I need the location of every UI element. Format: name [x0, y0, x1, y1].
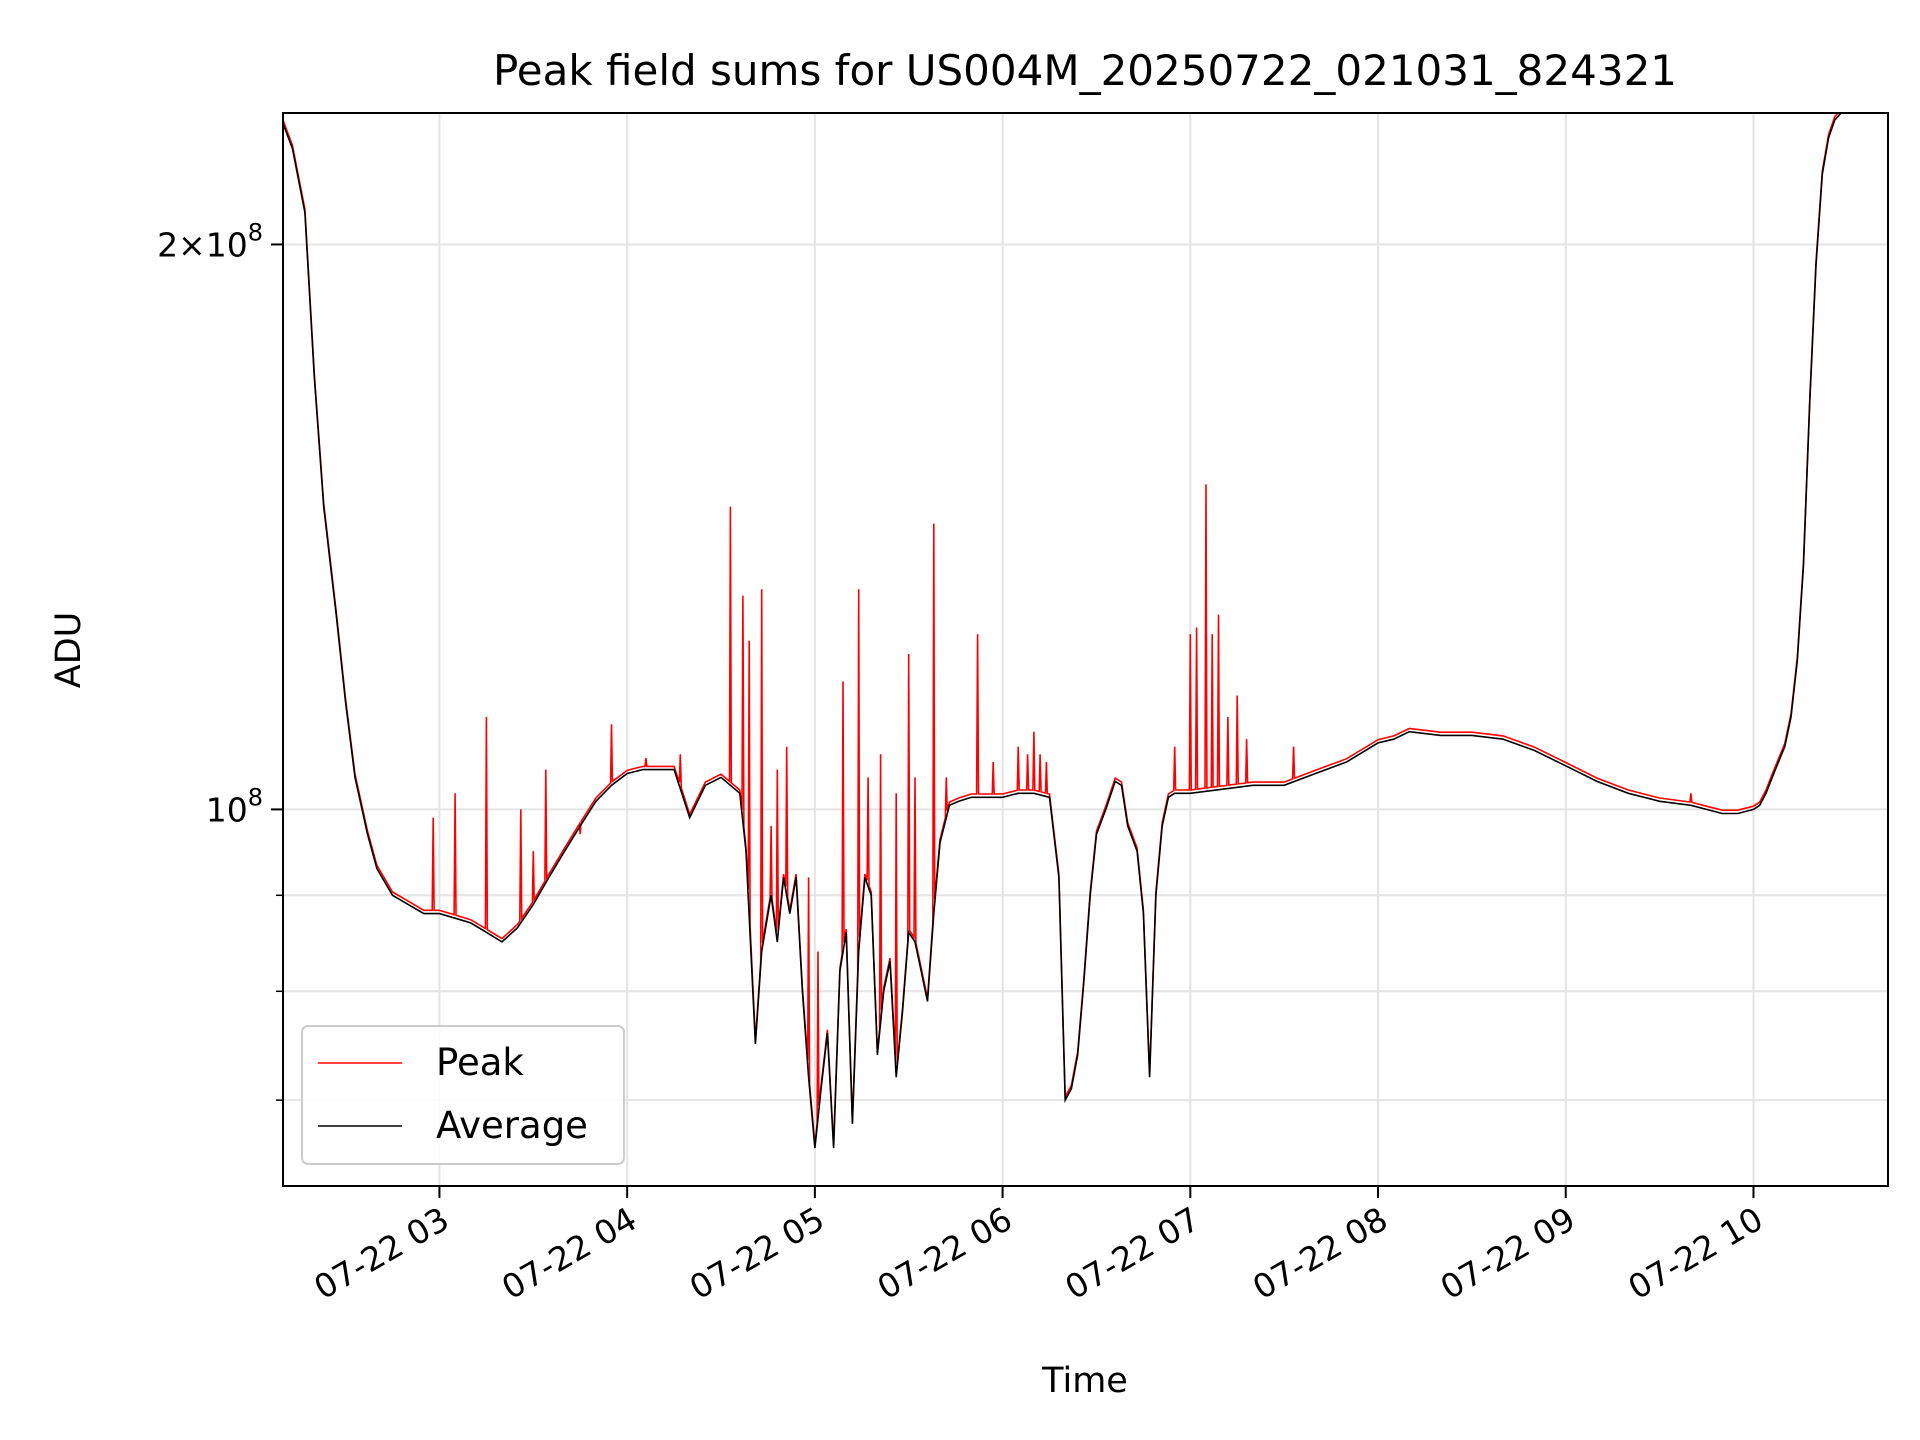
y-axis-label: ADU — [49, 612, 89, 689]
x-tick-label: 07-22 04 — [495, 1199, 643, 1307]
y-tick-exponent: 8 — [248, 218, 263, 246]
y-tick-base: 10 — [206, 225, 248, 264]
y-tick-prefix: 2× — [157, 225, 206, 264]
series-average-line — [283, 113, 1888, 1149]
legend-box — [301, 1025, 625, 1165]
x-axis-label: Time — [1041, 1361, 1128, 1401]
y-tick-base: 10 — [206, 790, 248, 829]
legend-peak-label: Peak — [436, 1041, 524, 1084]
x-tick-label: 07-22 06 — [871, 1199, 1019, 1307]
plot-frame — [282, 112, 1889, 1187]
series-group — [283, 113, 1888, 1149]
chart-title: Peak field sums for US004M_20250722_0210… — [493, 46, 1677, 95]
legend-average-label: Average — [436, 1104, 588, 1147]
legend: Peak Average — [301, 1025, 625, 1165]
plot-series — [283, 113, 1888, 1149]
y-tick-label: 108 — [206, 783, 263, 829]
y-tick-exponent: 8 — [248, 783, 263, 811]
x-tick-label: 07-22 09 — [1434, 1199, 1582, 1307]
x-tick-label: 07-22 10 — [1621, 1199, 1769, 1307]
x-tick-label: 07-22 05 — [683, 1199, 831, 1307]
x-tick-label: 07-22 03 — [307, 1199, 455, 1307]
x-tick-label: 07-22 07 — [1058, 1199, 1206, 1307]
y-tick-label: 2×108 — [157, 218, 263, 264]
x-tick-label: 07-22 08 — [1246, 1199, 1394, 1307]
x-axis-ticks: 07-22 03 07-22 04 07-22 05 07-22 06 07-22 07… — [307, 1186, 1769, 1307]
series-peak-line — [283, 113, 1840, 1145]
